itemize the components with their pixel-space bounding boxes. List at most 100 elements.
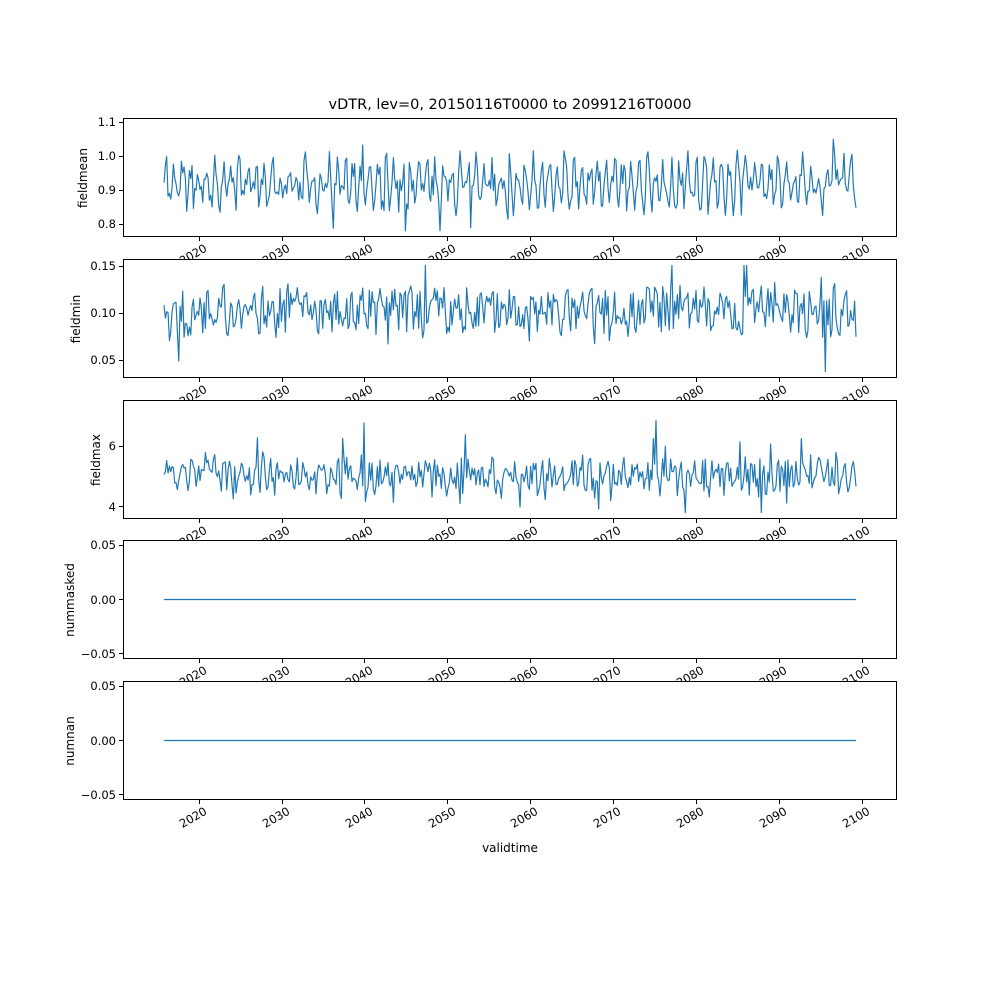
plot-line-fieldmax	[163, 420, 857, 514]
y-tick-mark	[119, 223, 123, 225]
y-axis-label: nummasked	[62, 562, 77, 637]
y-axis-label: numnan	[62, 715, 77, 766]
x-tick-mark	[778, 378, 780, 382]
y-tick-mark	[119, 506, 123, 508]
plot-area	[164, 598, 856, 601]
x-tick-label: 2060	[508, 804, 541, 831]
y-tick-label: 0.15	[90, 259, 116, 274]
y-axis-label: fieldmin	[69, 294, 84, 343]
x-tick-mark	[198, 237, 200, 241]
x-tick-mark	[447, 519, 449, 523]
y-tick-label: 1.0	[97, 149, 116, 164]
x-tick-mark	[530, 237, 532, 241]
x-tick-mark	[198, 378, 200, 382]
y-tick-label: 0.10	[90, 306, 116, 321]
x-tick-mark	[364, 659, 366, 663]
x-tick-mark	[861, 659, 863, 663]
y-tick-label: 0.8	[97, 217, 116, 232]
x-tick-mark	[613, 519, 615, 523]
x-tick-label: 2070	[591, 804, 624, 831]
x-tick-label: 2050	[425, 804, 458, 831]
plot-line-fieldmean	[163, 138, 857, 232]
y-tick-mark	[119, 740, 123, 741]
subplot-fieldmean	[123, 118, 897, 237]
y-tick-mark	[119, 445, 123, 447]
subplot-fieldmin	[123, 259, 897, 378]
subplot-numnan	[123, 681, 897, 800]
x-tick-mark	[613, 659, 615, 663]
x-tick-mark	[447, 237, 449, 241]
y-tick-mark	[119, 653, 123, 655]
y-tick-label: 4	[108, 499, 116, 514]
x-tick-label: 2100	[839, 804, 873, 831]
x-tick-mark	[695, 519, 697, 523]
x-tick-mark	[778, 519, 780, 523]
x-tick-mark	[364, 378, 366, 382]
y-tick-mark	[119, 189, 123, 191]
x-tick-mark	[198, 800, 200, 804]
x-tick-mark	[364, 237, 366, 241]
plot-area	[163, 264, 857, 373]
x-tick-mark	[281, 800, 283, 804]
plot-area	[163, 138, 857, 232]
x-tick-mark	[364, 519, 366, 523]
y-tick-label: 0.00	[90, 592, 116, 607]
x-tick-mark	[281, 659, 283, 663]
x-tick-mark	[778, 659, 780, 663]
plot-area	[164, 739, 856, 742]
x-tick-mark	[198, 519, 200, 523]
y-tick-mark	[119, 155, 123, 157]
x-tick-mark	[530, 800, 532, 804]
subplot-nummasked	[123, 540, 897, 659]
subplot-fieldmax	[123, 400, 897, 519]
y-tick-mark	[119, 312, 123, 314]
x-tick-label: 2040	[342, 804, 375, 831]
x-tick-mark	[364, 800, 366, 804]
y-axis-label: fieldmean	[75, 147, 90, 208]
y-axis-label: fieldmax	[89, 433, 104, 486]
x-tick-mark	[447, 659, 449, 663]
x-tick-mark	[861, 378, 863, 382]
y-tick-mark	[119, 599, 123, 600]
x-tick-mark	[613, 237, 615, 241]
y-tick-label: −0.05	[80, 787, 116, 802]
chart-title: vDTR, lev=0, 20150116T0000 to 20991216T0…	[328, 97, 692, 113]
y-tick-mark	[119, 359, 123, 361]
x-tick-mark	[613, 378, 615, 382]
x-tick-mark	[281, 519, 283, 523]
x-tick-mark	[695, 237, 697, 241]
plot-area	[163, 420, 857, 514]
y-tick-mark	[119, 685, 123, 687]
x-tick-mark	[861, 237, 863, 241]
x-tick-mark	[281, 378, 283, 382]
x-tick-mark	[695, 800, 697, 804]
y-tick-label: 6	[108, 439, 116, 454]
y-tick-mark	[119, 794, 123, 796]
y-tick-label: 0.05	[90, 353, 116, 368]
x-tick-mark	[695, 378, 697, 382]
x-tick-label: 2030	[259, 804, 293, 831]
x-tick-mark	[778, 237, 780, 241]
x-tick-mark	[530, 519, 532, 523]
x-tick-label: 2020	[176, 804, 210, 831]
y-tick-label: 0.00	[90, 733, 116, 748]
x-tick-mark	[447, 378, 449, 382]
x-tick-mark	[530, 659, 532, 663]
y-tick-label: 0.9	[97, 183, 116, 198]
y-tick-label: −0.05	[80, 646, 116, 661]
x-tick-mark	[695, 659, 697, 663]
x-tick-mark	[778, 800, 780, 804]
x-tick-mark	[198, 659, 200, 663]
y-tick-label: 1.1	[97, 115, 116, 130]
y-tick-mark	[119, 544, 123, 546]
y-tick-mark	[119, 265, 123, 267]
plot-line-fieldmin	[163, 264, 857, 373]
x-tick-mark	[861, 800, 863, 804]
x-tick-label: 2080	[674, 804, 707, 831]
y-tick-label: 0.05	[90, 679, 116, 694]
x-tick-label: 2090	[756, 804, 790, 831]
x-tick-mark	[447, 800, 449, 804]
y-tick-label: 0.05	[90, 538, 116, 553]
x-tick-mark	[613, 800, 615, 804]
